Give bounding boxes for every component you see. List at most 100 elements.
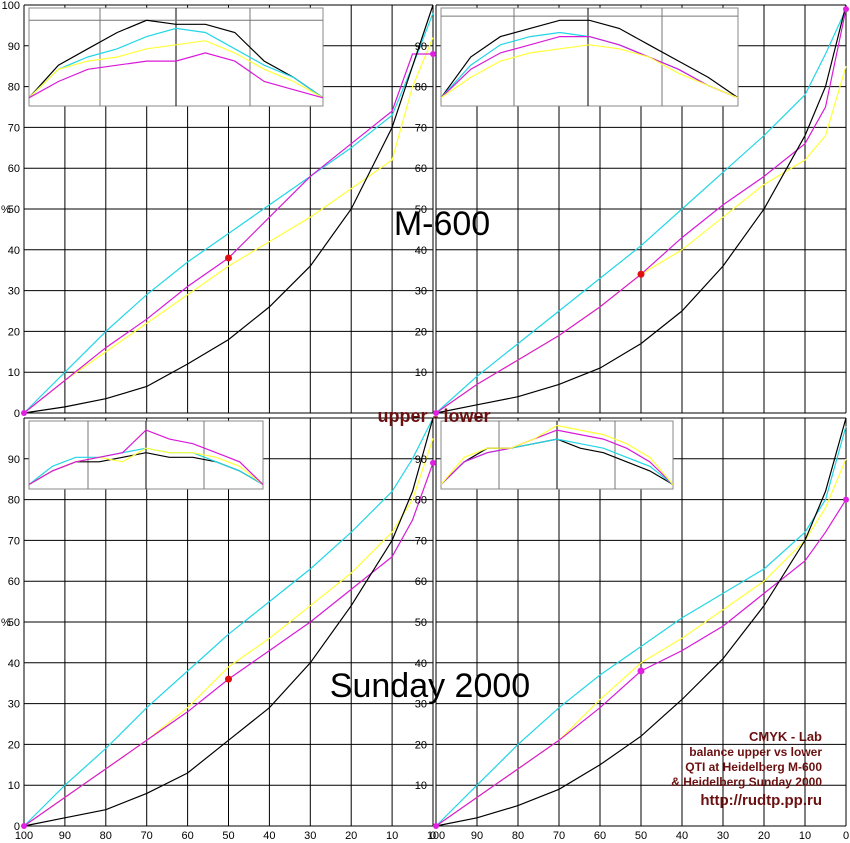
x-tick-label: 10 — [386, 830, 398, 842]
y-tick-label: 20 — [415, 739, 427, 751]
note-line-1: CMYK - Lab — [749, 729, 822, 744]
y-tick-label: 90 — [8, 41, 20, 53]
x-tick-label: 20 — [758, 830, 770, 842]
y-tick-label: 70 — [415, 122, 427, 134]
middle-label: upper - lower — [377, 406, 490, 426]
y-tick-label: 80 — [415, 495, 427, 507]
y-tick-label: 30 — [8, 286, 20, 298]
end-marker — [430, 459, 436, 466]
series-line-black — [23, 4, 434, 414]
x-tick-label: 90 — [471, 830, 483, 842]
x-tick-label: 0 — [843, 830, 849, 842]
y-tick-label: 70 — [415, 535, 427, 547]
series-line-black — [435, 4, 847, 414]
y-tick-label: 30 — [8, 699, 20, 711]
x-tick-label: 10 — [799, 830, 811, 842]
y-tick-label: 20 — [8, 326, 20, 338]
origin-marker — [21, 410, 27, 416]
y-tick-label: 90 — [8, 454, 20, 466]
x-tick-label: 100 — [15, 830, 33, 842]
y-tick-label: 0 — [14, 821, 20, 833]
y-tick-label: 90 — [415, 41, 427, 53]
x-tick-label: 80 — [512, 830, 524, 842]
x-tick-label: 90 — [59, 830, 71, 842]
end-marker — [843, 496, 849, 503]
y-tick-label: 80 — [8, 495, 20, 507]
x-tick-label: 100 — [427, 830, 445, 842]
y-unit-label: % — [1, 204, 11, 216]
x-tick-label: 30 — [717, 830, 729, 842]
y-tick-label: 40 — [8, 658, 20, 670]
y-tick-label: 60 — [8, 576, 20, 588]
origin-marker — [433, 410, 439, 416]
x-tick-label: 40 — [676, 830, 688, 842]
series-line-magenta — [23, 462, 434, 827]
end-marker — [843, 6, 849, 13]
inset-line-magenta — [440, 35, 739, 99]
origin-marker — [433, 823, 439, 829]
y-tick-label: 40 — [415, 658, 427, 670]
inset-line-yellow — [440, 424, 674, 485]
inset-line-cyan — [28, 27, 324, 99]
y-tick-label: 10 — [8, 780, 20, 792]
inset-line-black — [440, 19, 739, 99]
y-tick-label: 90 — [415, 454, 427, 466]
note-line-3: QTI at Heidelberg M-600 — [685, 760, 822, 774]
curves-layer — [21, 4, 849, 829]
midpoint-marker — [225, 254, 232, 262]
series-line-black — [435, 417, 847, 827]
x-tick-label: 60 — [594, 830, 606, 842]
x-tick-label: 70 — [553, 830, 565, 842]
x-tick-label: 30 — [304, 830, 316, 842]
inset-box — [440, 7, 739, 107]
y-tick-label: 50 — [8, 204, 20, 216]
y-tick-label: 60 — [415, 163, 427, 175]
midpoint-marker — [637, 667, 645, 675]
y-tick-label: 70 — [8, 122, 20, 134]
y-tick-label: 20 — [415, 326, 427, 338]
end-marker — [430, 50, 436, 57]
inset-line-yellow — [440, 44, 739, 99]
y-tick-label: 10 — [415, 780, 427, 792]
x-tick-label: 50 — [635, 830, 647, 842]
x-tick-label: 40 — [263, 830, 275, 842]
series-line-magenta — [435, 8, 847, 414]
x-tick-label: 60 — [181, 830, 193, 842]
y-tick-label: 50 — [415, 617, 427, 629]
inset-line-yellow — [28, 40, 324, 99]
note-line-2: balance upper vs lower — [689, 745, 822, 759]
inset-line-black — [28, 19, 324, 99]
inset-line-magenta — [440, 429, 674, 485]
series-line-yellow — [23, 37, 434, 414]
series-line-cyan — [23, 12, 434, 414]
inset-line-magenta — [28, 52, 324, 99]
series-line-cyan — [435, 426, 847, 827]
origin-marker — [21, 823, 27, 829]
y-tick-label: 30 — [415, 699, 427, 711]
y-tick-label: 60 — [415, 576, 427, 588]
y-tick-label: 50 — [415, 204, 427, 216]
x-tick-label: 70 — [141, 830, 153, 842]
y-tick-label: 50 — [8, 617, 20, 629]
insets-layer — [28, 7, 739, 490]
note-line-4: & Heidelberg Sunday 2000 — [671, 775, 822, 789]
x-tick-label: 50 — [222, 830, 234, 842]
y-tick-label: 40 — [415, 245, 427, 257]
bottom-title: Sunday 2000 — [330, 667, 530, 705]
y-tick-label: 100 — [2, 0, 20, 12]
series-line-cyan — [23, 417, 434, 827]
x-tick-label: 0 — [430, 830, 436, 842]
y-tick-label: 40 — [8, 245, 20, 257]
x-tick-label: 20 — [345, 830, 357, 842]
y-tick-label: 60 — [8, 163, 20, 175]
series-line-cyan — [435, 8, 847, 414]
y-tick-label: 10 — [8, 367, 20, 379]
midpoint-marker — [637, 270, 645, 278]
series-line-magenta — [23, 53, 433, 414]
midpoint-marker — [225, 675, 232, 683]
x-tick-label: 80 — [100, 830, 112, 842]
series-line-magenta — [435, 499, 847, 827]
y-tick-label: 80 — [415, 82, 427, 94]
